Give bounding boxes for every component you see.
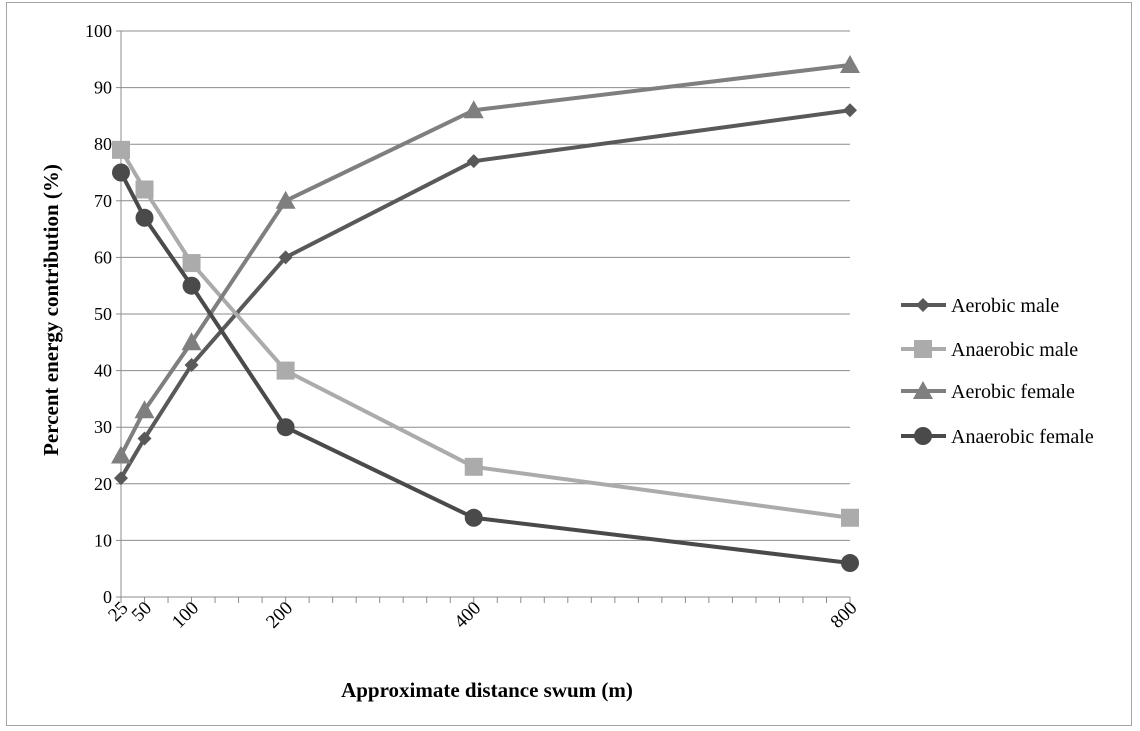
legend-label: Anaerobic female (951, 426, 1094, 448)
data-point-circle (276, 418, 295, 437)
legend-item[interactable]: Anaerobic male (901, 339, 1078, 361)
series-line (119, 148, 851, 520)
y-tick-label: 80 (94, 134, 112, 154)
legend-item[interactable]: Aerobic male (901, 295, 1059, 317)
data-point-triangle (134, 400, 155, 419)
series-anaerobic-male (112, 140, 859, 527)
data-point-diamond (184, 357, 199, 372)
legend[interactable]: Aerobic male Anaerobic male Aerobic female… (901, 295, 1094, 448)
y-tick-label: 90 (94, 78, 112, 98)
y-tick-label: 70 (94, 191, 112, 211)
data-point-circle (464, 508, 483, 527)
legend-label: Anaerobic male (951, 339, 1078, 361)
series-aerobic-female (111, 54, 860, 464)
data-point-square (841, 508, 859, 527)
data-point-circle (914, 427, 932, 445)
y-axis-ticks: 0 10 20 30 40 50 60 70 80 90 100 (85, 21, 121, 607)
data-point-circle (182, 276, 201, 295)
x-tick-label: 400 (450, 598, 485, 633)
data-point-circle (112, 163, 130, 182)
y-tick-label: 30 (94, 417, 112, 437)
gridlines (121, 30, 850, 541)
data-point-square (914, 340, 932, 358)
data-point-triangle (181, 332, 202, 351)
legend-label: Aerobic male (951, 295, 1059, 317)
data-point-square (276, 361, 295, 380)
y-axis-label: Percent energy contribution (%) (39, 164, 63, 456)
series-layer (111, 54, 860, 573)
y-tick-label: 50 (94, 304, 112, 324)
data-point-diamond (114, 471, 128, 486)
data-point-diamond (843, 103, 857, 118)
data-point-triangle (275, 190, 296, 209)
data-point-square (112, 140, 130, 159)
data-point-circle (135, 208, 154, 227)
data-point-diamond (466, 154, 481, 169)
data-point-diamond (278, 250, 293, 265)
legend-item[interactable]: Aerobic female (901, 381, 1075, 403)
y-tick-label: 60 (94, 247, 112, 267)
data-point-circle (841, 554, 859, 573)
y-tick-label: 10 (94, 530, 112, 550)
x-tick-label: 50 (128, 598, 156, 626)
series-anaerobic-female (112, 163, 859, 573)
data-point-triangle (913, 381, 933, 399)
data-point-square (182, 254, 201, 273)
y-tick-label: 100 (85, 21, 112, 41)
data-point-square (464, 457, 483, 476)
series-line (119, 108, 851, 480)
x-axis-label: Approximate distance swum (m) (341, 678, 633, 702)
y-tick-label: 20 (94, 474, 112, 494)
data-point-diamond (916, 298, 930, 312)
data-point-diamond (137, 431, 152, 446)
x-tick-label: 800 (827, 598, 862, 633)
data-point-triangle (111, 445, 131, 464)
x-tick-label: 200 (262, 598, 297, 633)
data-point-square (135, 180, 154, 199)
legend-label: Aerobic female (951, 381, 1075, 403)
series-aerobic-male (114, 103, 857, 486)
data-point-triangle (463, 100, 484, 119)
legend-item[interactable]: Anaerobic female (901, 426, 1094, 448)
x-tick-label: 100 (168, 598, 203, 633)
y-tick-label: 40 (94, 361, 112, 381)
y-tick-label: 0 (103, 587, 112, 607)
data-point-triangle (840, 54, 860, 73)
